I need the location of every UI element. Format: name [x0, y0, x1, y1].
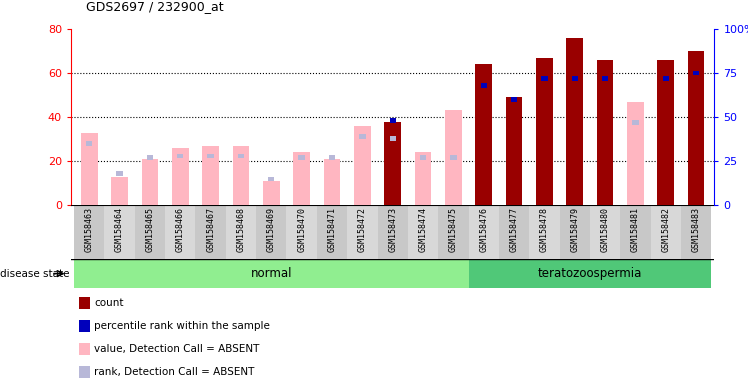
- Bar: [74, 259, 468, 288]
- Bar: [688, 51, 705, 205]
- Text: GSM158466: GSM158466: [176, 207, 185, 252]
- Bar: [293, 152, 310, 205]
- Bar: [632, 120, 639, 125]
- Bar: [81, 132, 97, 205]
- Bar: [286, 205, 317, 259]
- Text: GSM158482: GSM158482: [661, 207, 670, 252]
- Bar: [79, 343, 90, 356]
- Text: GSM158477: GSM158477: [509, 207, 518, 252]
- Bar: [450, 155, 456, 160]
- Bar: [560, 205, 590, 259]
- Bar: [329, 155, 335, 160]
- Bar: [105, 205, 135, 259]
- Text: count: count: [94, 298, 123, 308]
- Bar: [663, 76, 669, 81]
- Text: GSM158481: GSM158481: [631, 207, 640, 252]
- Bar: [378, 205, 408, 259]
- Bar: [317, 205, 347, 259]
- Bar: [651, 205, 681, 259]
- Text: GSM158471: GSM158471: [328, 207, 337, 252]
- Text: GSM158478: GSM158478: [540, 207, 549, 252]
- Bar: [268, 177, 275, 181]
- Bar: [597, 60, 613, 205]
- Bar: [542, 76, 548, 81]
- Bar: [420, 155, 426, 160]
- Bar: [135, 205, 165, 259]
- Bar: [480, 83, 487, 88]
- Text: GSM158464: GSM158464: [115, 207, 124, 252]
- Bar: [414, 152, 432, 205]
- Bar: [172, 148, 188, 205]
- Bar: [511, 97, 518, 102]
- Text: percentile rank within the sample: percentile rank within the sample: [94, 321, 270, 331]
- Bar: [390, 136, 396, 141]
- Bar: [354, 126, 371, 205]
- Bar: [79, 297, 90, 310]
- Text: teratozoospermia: teratozoospermia: [538, 267, 642, 280]
- Text: GSM158467: GSM158467: [206, 207, 215, 252]
- Bar: [468, 205, 499, 259]
- Bar: [445, 111, 462, 205]
- Bar: [620, 205, 651, 259]
- Text: GSM158475: GSM158475: [449, 207, 458, 252]
- Text: GSM158468: GSM158468: [236, 207, 245, 252]
- Bar: [238, 154, 244, 159]
- Bar: [590, 205, 620, 259]
- Bar: [79, 366, 90, 379]
- Text: GSM158479: GSM158479: [570, 207, 579, 252]
- Text: normal: normal: [251, 267, 292, 280]
- Text: value, Detection Call = ABSENT: value, Detection Call = ABSENT: [94, 344, 260, 354]
- Bar: [408, 205, 438, 259]
- Bar: [347, 205, 378, 259]
- Bar: [390, 118, 396, 123]
- Bar: [681, 205, 711, 259]
- Text: GSM158483: GSM158483: [692, 207, 701, 252]
- Bar: [359, 134, 366, 139]
- Bar: [74, 205, 105, 259]
- Text: GSM158473: GSM158473: [388, 207, 397, 252]
- Bar: [627, 102, 644, 205]
- Text: GSM158476: GSM158476: [479, 207, 488, 252]
- Bar: [476, 64, 492, 205]
- Text: GSM158465: GSM158465: [145, 207, 154, 252]
- Text: rank, Detection Call = ABSENT: rank, Detection Call = ABSENT: [94, 367, 254, 377]
- Text: GSM158472: GSM158472: [358, 207, 367, 252]
- Bar: [530, 205, 560, 259]
- Bar: [657, 60, 674, 205]
- Bar: [566, 38, 583, 205]
- Bar: [207, 154, 214, 159]
- Text: GDS2697 / 232900_at: GDS2697 / 232900_at: [86, 0, 224, 13]
- Bar: [147, 155, 153, 160]
- Bar: [693, 71, 699, 75]
- Bar: [499, 205, 530, 259]
- Bar: [263, 181, 280, 205]
- Bar: [177, 154, 183, 159]
- Bar: [298, 155, 305, 160]
- Text: GSM158474: GSM158474: [419, 207, 428, 252]
- Text: GSM158469: GSM158469: [267, 207, 276, 252]
- Bar: [324, 159, 340, 205]
- Bar: [86, 141, 93, 146]
- Bar: [226, 205, 256, 259]
- Bar: [141, 159, 159, 205]
- Text: GSM158463: GSM158463: [85, 207, 94, 252]
- Bar: [202, 146, 219, 205]
- Bar: [233, 146, 249, 205]
- Bar: [117, 171, 123, 176]
- Bar: [384, 121, 401, 205]
- Bar: [468, 259, 711, 288]
- Bar: [571, 76, 578, 81]
- Bar: [79, 320, 90, 333]
- Text: GSM158480: GSM158480: [601, 207, 610, 252]
- Bar: [195, 205, 226, 259]
- Bar: [438, 205, 468, 259]
- Bar: [602, 76, 608, 81]
- Text: disease state: disease state: [0, 268, 70, 279]
- Bar: [111, 177, 128, 205]
- Bar: [256, 205, 286, 259]
- Bar: [165, 205, 195, 259]
- Text: GSM158470: GSM158470: [297, 207, 306, 252]
- Bar: [536, 58, 553, 205]
- Bar: [506, 97, 522, 205]
